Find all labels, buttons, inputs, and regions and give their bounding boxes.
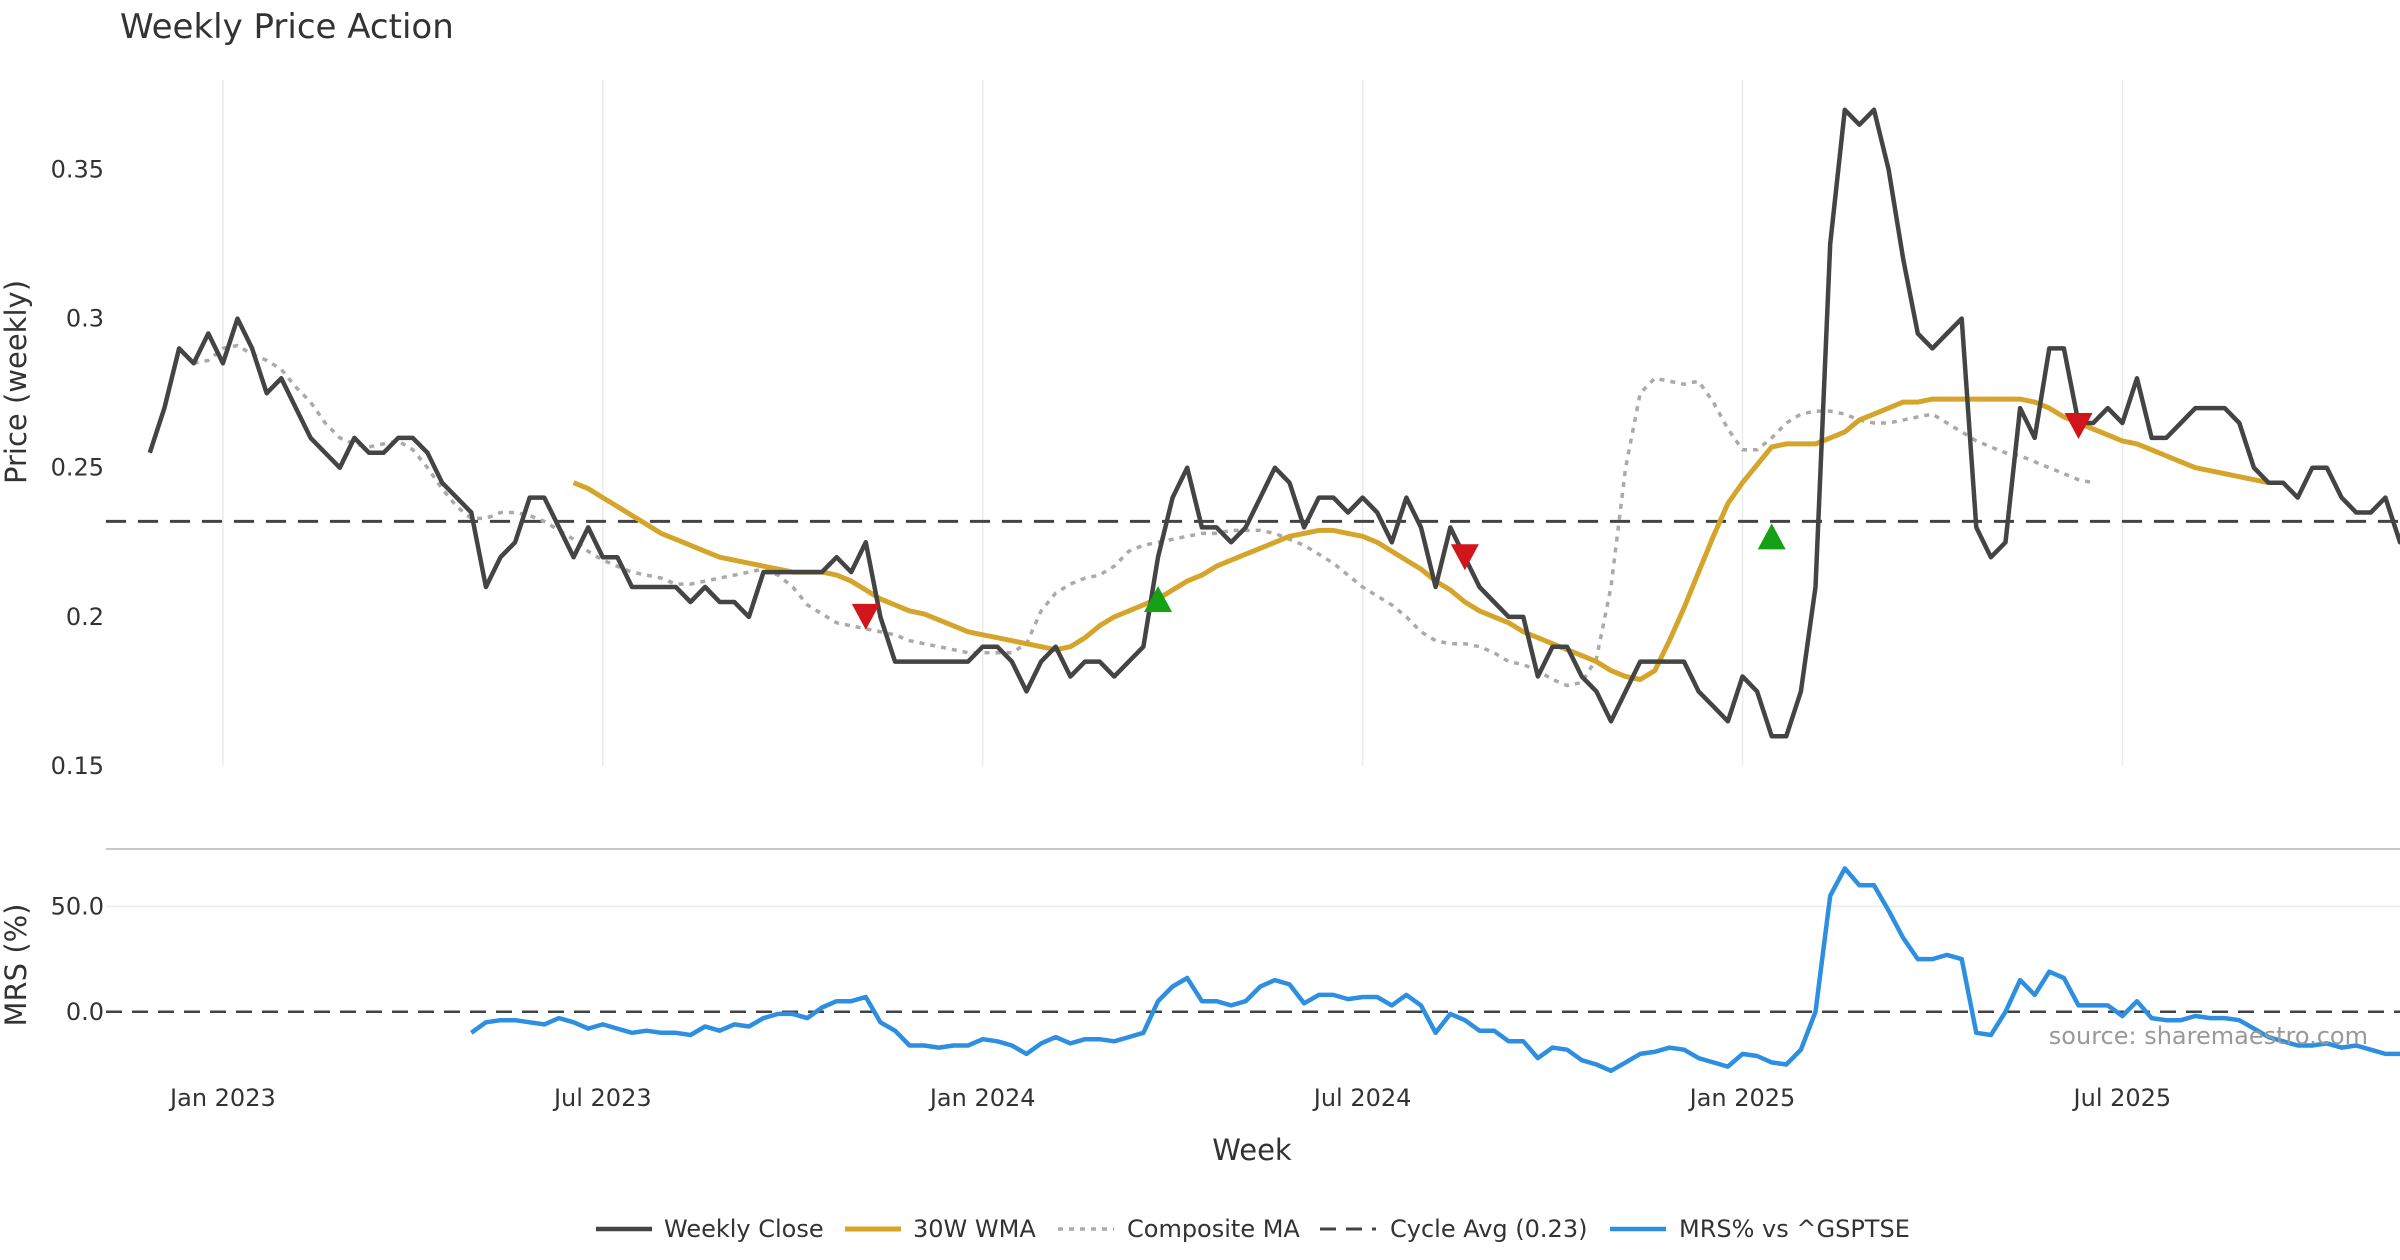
legend-item-composite-ma: Composite MA bbox=[1058, 1215, 1300, 1243]
sell-signal-marker bbox=[2064, 412, 2093, 439]
x-tick-label: Jan 2024 bbox=[928, 1084, 1036, 1112]
buy-signal-marker bbox=[1757, 523, 1786, 550]
legend-label-mrs: MRS% vs ^GSPTSE bbox=[1679, 1215, 1910, 1243]
legend-item-cycle-avg: Cycle Avg (0.23) bbox=[1320, 1215, 1587, 1243]
sell-signal-marker bbox=[851, 603, 880, 630]
mrs-y-axis: 0.0 50.0 bbox=[51, 892, 2400, 1026]
legend-label-weekly-close: Weekly Close bbox=[664, 1215, 824, 1243]
mrs-y-tick-label: 0.0 bbox=[66, 998, 104, 1026]
sell-signal-marker bbox=[1450, 544, 1479, 571]
buy-signal-marker bbox=[1144, 585, 1173, 612]
mrs-y-label: MRS (%) bbox=[0, 904, 33, 1027]
x-axis-label: Week bbox=[1212, 1133, 1292, 1167]
x-tick-label: Jul 2025 bbox=[2072, 1084, 2172, 1112]
legend-label-wma: 30W WMA bbox=[913, 1215, 1036, 1243]
price-y-tick-label: 0.3 bbox=[66, 305, 104, 333]
price-y-tick-label: 0.35 bbox=[51, 155, 104, 183]
x-axis: Jan 2023 Jul 2023 Jan 2024 Jul 2024 Jan 2025… bbox=[168, 1084, 2171, 1112]
legend: Weekly Close 30W WMA Composite MA Cycle … bbox=[596, 1215, 1910, 1243]
legend-label-cycle-avg: Cycle Avg (0.23) bbox=[1390, 1215, 1587, 1243]
signal-markers bbox=[851, 412, 2093, 630]
legend-item-weekly-close: Weekly Close bbox=[596, 1215, 824, 1243]
chart-title: Weekly Price Action bbox=[120, 7, 454, 47]
mrs-line bbox=[469, 866, 2400, 1074]
price-y-axis: 0.15 0.2 0.25 0.3 0.35 bbox=[51, 155, 104, 780]
x-tick-label: Jan 2023 bbox=[168, 1084, 276, 1112]
mrs-y-tick-label: 50.0 bbox=[51, 892, 104, 920]
x-tick-label: Jan 2025 bbox=[1688, 1084, 1796, 1112]
x-tick-label: Jul 2023 bbox=[552, 1084, 652, 1112]
composite-ma-line bbox=[193, 343, 2094, 688]
legend-item-mrs: MRS% vs ^GSPTSE bbox=[1610, 1215, 1910, 1243]
price-y-tick-label: 0.25 bbox=[51, 454, 104, 482]
x-tick-label: Jul 2024 bbox=[1312, 1084, 1412, 1112]
legend-label-composite-ma: Composite MA bbox=[1127, 1215, 1300, 1243]
legend-item-wma: 30W WMA bbox=[845, 1215, 1036, 1243]
price-y-tick-label: 0.2 bbox=[66, 603, 104, 631]
price-y-tick-label: 0.15 bbox=[51, 752, 104, 780]
source-label: source: sharemaestro.com bbox=[2049, 1022, 2368, 1050]
price-y-label: Price (weekly) bbox=[0, 280, 33, 484]
weekly-close-line bbox=[147, 107, 2400, 739]
wma-30w-line bbox=[572, 396, 2270, 682]
